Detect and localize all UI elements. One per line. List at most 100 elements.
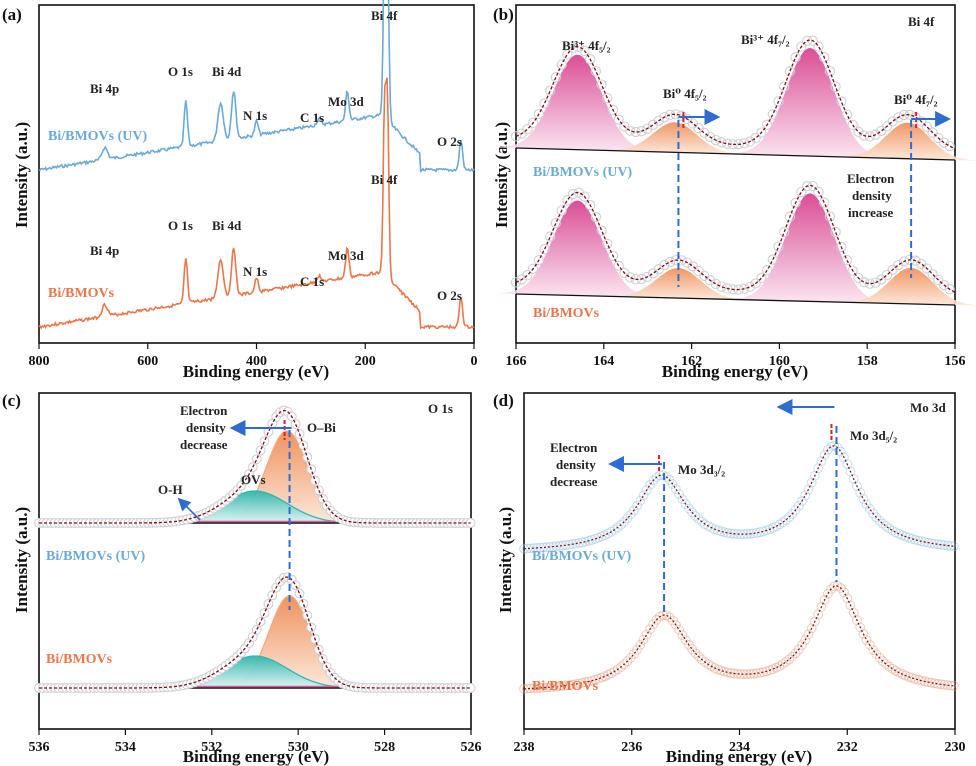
- data-point: [816, 456, 827, 467]
- data-point: [858, 130, 870, 141]
- baseline: [515, 147, 956, 161]
- data-point: [773, 241, 784, 252]
- data-point: [616, 662, 626, 672]
- panel-b-xticks: 166 164 162 160 158 156: [506, 343, 966, 369]
- data-point: [294, 588, 305, 599]
- data-point: [613, 114, 624, 125]
- peak-label-bi4p-uv: Bi 4p: [90, 81, 119, 96]
- data-point: [735, 529, 746, 540]
- peak-label-c1s: C 1s: [300, 274, 324, 289]
- data-point: [541, 682, 552, 693]
- data-point: [556, 59, 567, 70]
- data-point: [607, 250, 619, 262]
- data-point: [677, 494, 688, 505]
- data-point: [596, 79, 607, 90]
- data-point: [847, 119, 858, 130]
- data-point: [780, 515, 791, 525]
- peak-label-c1s-uv: C 1s: [300, 110, 324, 125]
- x-tick-label: 534: [115, 740, 136, 755]
- data-point: [887, 663, 898, 674]
- data-point: [671, 484, 681, 494]
- panel-b: (b) Binding energy (eV) Intensity (a.u.)…: [489, 4, 976, 381]
- data-point: [824, 211, 836, 222]
- data-point: [259, 608, 270, 618]
- electron-label-d: Electron: [550, 440, 598, 455]
- peak-bi0-4f72: [823, 267, 976, 306]
- data-point: [259, 436, 270, 447]
- data-point: [567, 679, 578, 690]
- panel-c-series-pristine-label: Bi/BMOVs: [46, 652, 113, 667]
- data-point: [774, 519, 785, 530]
- x-tick-label: 162: [681, 354, 702, 369]
- data-point: [710, 278, 721, 290]
- bi3-4f52-label: Bi³⁺ 4f₅/₂: [562, 38, 611, 53]
- data-point: [632, 644, 642, 655]
- data-point: [926, 538, 937, 549]
- data-point: [916, 258, 927, 269]
- panel-c-ylabel: Intensity (a.u.): [12, 507, 31, 613]
- data-point: [579, 45, 590, 56]
- x-tick-label: 166: [506, 354, 527, 369]
- panel-b-xlabel: Binding energy (eV): [662, 362, 808, 381]
- data-point: [704, 275, 716, 286]
- peak-label-mo3d: Mo 3d: [328, 248, 365, 263]
- x-tick-label: 156: [945, 354, 966, 369]
- data-point: [803, 629, 814, 640]
- data-point: [539, 244, 550, 255]
- data-point: [819, 595, 830, 605]
- data-point: [929, 538, 940, 549]
- data-point: [661, 471, 672, 482]
- data-point: [751, 668, 762, 679]
- data-point: [557, 540, 568, 551]
- panel-a-series-uv-label: Bi/BMOVs (UV): [48, 129, 148, 144]
- peak-bi3-4f72: [722, 48, 898, 159]
- data-point: [945, 680, 956, 691]
- ovs-label: OVs: [241, 472, 266, 487]
- data-point: [710, 134, 721, 146]
- data-point: [839, 452, 849, 463]
- data-point: [761, 119, 773, 130]
- data-point: [310, 475, 320, 486]
- data-point: [590, 66, 602, 77]
- data-point: [602, 238, 613, 250]
- peak-bi3-4f52: [489, 54, 666, 153]
- data-point: [638, 490, 649, 501]
- panel-b-label: (b): [493, 5, 514, 24]
- panel-d-xlabel: Binding energy (eV): [666, 747, 812, 766]
- data-point: [696, 654, 707, 665]
- data-point: [255, 445, 266, 456]
- data-point: [545, 85, 556, 96]
- data-point: [687, 507, 697, 518]
- data-point: [251, 624, 262, 635]
- data-point: [767, 254, 778, 265]
- panel-d-series-uv-label: Bi/BMOVs (UV): [532, 549, 632, 564]
- data-point: [659, 259, 670, 271]
- data-point: [674, 489, 685, 500]
- decrease-label-c: decrease: [180, 437, 228, 452]
- data-point: [790, 52, 801, 63]
- data-point: [949, 541, 959, 552]
- data-point: [800, 490, 811, 501]
- data-point: [824, 66, 836, 77]
- data-point: [567, 539, 578, 550]
- data-point: [735, 669, 746, 679]
- data-point: [841, 254, 853, 266]
- data-point: [658, 610, 668, 620]
- data-point: [522, 683, 533, 694]
- data-point: [612, 522, 623, 533]
- data-point: [635, 495, 646, 506]
- data-point: [667, 479, 678, 490]
- data-point: [556, 205, 567, 216]
- data-point: [653, 115, 664, 126]
- data-point: [562, 195, 573, 206]
- data-point: [651, 614, 662, 625]
- data-point: [641, 629, 652, 640]
- data-point: [861, 499, 872, 510]
- data-point: [538, 682, 549, 693]
- data-point: [624, 272, 636, 283]
- data-point: [645, 624, 655, 634]
- data-point: [836, 96, 847, 107]
- data-point: [842, 593, 853, 604]
- fit-envelope: [515, 184, 956, 293]
- data-point: [926, 677, 937, 688]
